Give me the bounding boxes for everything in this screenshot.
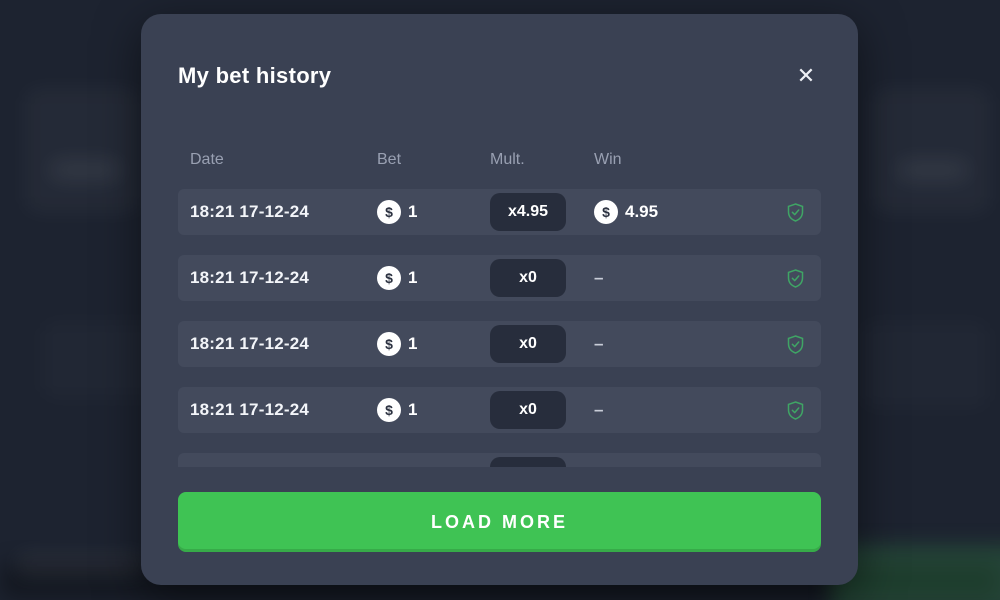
row-date: 18:21 17-12-24 — [190, 268, 310, 287]
row-date: 18:21 17-12-24 — [190, 400, 310, 419]
backdrop-text-right — [898, 160, 968, 180]
row-shield — [787, 400, 821, 420]
win-dash: – — [594, 334, 604, 353]
bet-amount: 1 — [408, 202, 418, 221]
win-dash: – — [594, 400, 604, 419]
currency-coin-icon: $ — [377, 266, 401, 290]
bet-history-row: 18:21 17-12-24 $ 1 x0 – — [178, 321, 821, 367]
backdrop-green-glow — [830, 545, 1000, 600]
row-bet: $ 1 — [377, 398, 490, 422]
modal-title: My bet history — [178, 63, 332, 88]
backdrop-shape-right — [860, 320, 990, 410]
currency-symbol: $ — [385, 204, 393, 220]
multiplier-badge: x4.95 — [490, 193, 566, 231]
row-shield — [787, 268, 821, 288]
row-win: – — [594, 334, 787, 354]
bet-history-row: 18:21 17-12-24 $ 1 x0 – — [178, 387, 821, 433]
shield-check-icon — [787, 400, 804, 420]
win-coin-icon: $ — [594, 200, 618, 224]
multiplier-badge: x0 — [490, 325, 566, 363]
modal-header: My bet history ✕ — [178, 61, 821, 91]
win-dash: – — [594, 268, 604, 287]
multiplier-badge: x0 — [490, 259, 566, 297]
backdrop-bottom-left — [15, 552, 145, 578]
row-mult: x0 — [490, 391, 594, 429]
shield-check-icon — [787, 334, 804, 354]
row-win: $ 4.95 — [594, 200, 787, 224]
row-shield — [787, 334, 821, 354]
multiplier-badge: x0 — [490, 391, 566, 429]
bet-amount: 1 — [408, 268, 418, 287]
bet-history-list: 18:21 17-12-24 $ 1 x4.95 $ 4.95 18:21 17… — [178, 189, 821, 467]
shield-check-icon — [787, 202, 804, 222]
currency-coin-icon: $ — [377, 332, 401, 356]
backdrop-card-right — [872, 88, 990, 213]
row-mult — [490, 457, 594, 467]
table-header-row: Date Bet Mult. Win — [178, 151, 821, 169]
row-date: 18:21 17-12-24 — [190, 202, 310, 221]
bet-amount: 1 — [408, 334, 418, 353]
bet-amount: 1 — [408, 400, 418, 419]
row-mult: x4.95 — [490, 193, 594, 231]
row-win: – — [594, 268, 787, 288]
multiplier-badge — [490, 457, 566, 467]
load-more-button[interactable]: LOAD MORE — [178, 492, 821, 552]
currency-symbol: $ — [385, 402, 393, 418]
column-header-win: Win — [594, 151, 622, 168]
bet-history-row — [178, 453, 821, 467]
column-header-mult: Mult. — [490, 151, 525, 168]
column-header-date: Date — [190, 151, 224, 168]
row-shield — [787, 467, 821, 468]
win-amount: 4.95 — [625, 202, 659, 221]
row-win: – — [594, 400, 787, 420]
currency-coin-icon: $ — [377, 200, 401, 224]
backdrop-text-left — [50, 160, 120, 180]
win-currency-symbol: $ — [602, 204, 610, 220]
currency-symbol: $ — [385, 336, 393, 352]
close-icon[interactable]: ✕ — [791, 61, 821, 91]
column-header-bet: Bet — [377, 151, 402, 168]
row-bet: $ 1 — [377, 332, 490, 356]
row-mult: x0 — [490, 259, 594, 297]
row-bet: $ 1 — [377, 266, 490, 290]
row-date: 18:21 17-12-24 — [190, 334, 310, 353]
backdrop-card-left — [25, 88, 140, 213]
bet-history-row: 18:21 17-12-24 $ 1 x0 – — [178, 255, 821, 301]
row-mult: x0 — [490, 325, 594, 363]
currency-coin-icon: $ — [377, 398, 401, 422]
bet-history-modal: My bet history ✕ Date Bet Mult. Win 18:2… — [141, 14, 858, 585]
bet-history-row: 18:21 17-12-24 $ 1 x4.95 $ 4.95 — [178, 189, 821, 235]
row-bet: $ 1 — [377, 200, 490, 224]
currency-symbol: $ — [385, 270, 393, 286]
row-shield — [787, 202, 821, 222]
shield-check-icon — [787, 268, 804, 288]
